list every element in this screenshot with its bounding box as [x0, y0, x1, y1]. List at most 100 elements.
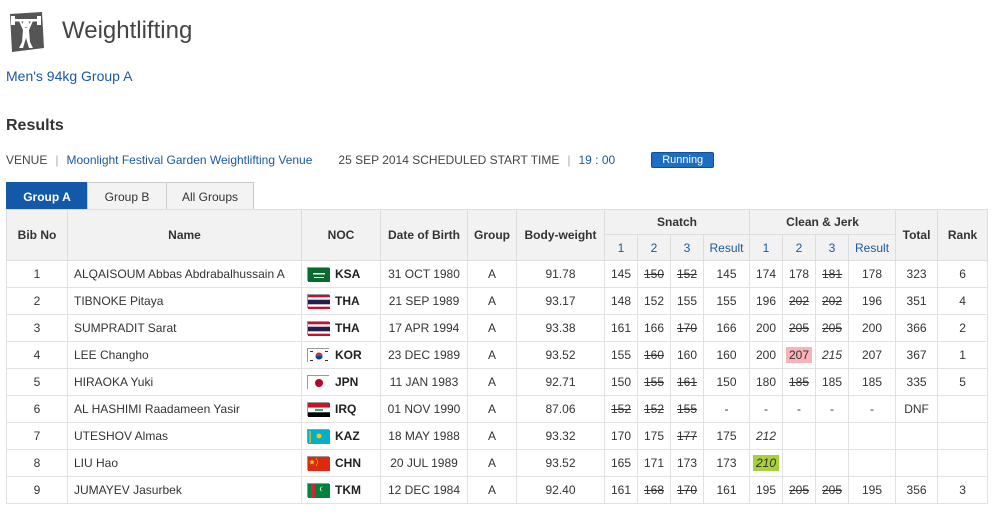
noc-code: IRQ — [335, 402, 357, 416]
failed-attempt: 152 — [643, 402, 665, 416]
rank-cell: 4 — [937, 287, 989, 315]
col-cj-3: 3 — [815, 234, 850, 261]
bib-cell: 1 — [6, 260, 68, 288]
failed-attempt: 160 — [643, 348, 665, 362]
noc-code: KSA — [335, 267, 361, 281]
snatch-result: 175 — [702, 422, 751, 450]
snatch-result: 145 — [702, 260, 751, 288]
event-link[interactable]: Men's 94kg Group A — [6, 68, 133, 84]
attempt-cell: 212 — [749, 422, 784, 450]
attempt-cell — [782, 449, 817, 477]
total-cell — [895, 422, 939, 450]
attempt-cell: 152 — [637, 395, 671, 423]
failed-attempt: 205 — [789, 321, 810, 335]
attempt-cell: 205 — [782, 314, 817, 342]
noc-cell: KAZ — [301, 422, 381, 450]
athlete-name[interactable]: HIRAOKA Yuki — [67, 368, 302, 396]
athlete-name[interactable]: JUMAYEV Jasurbek — [67, 476, 302, 504]
snatch-result: 150 — [702, 368, 751, 396]
page-header: Weightlifting — [6, 8, 192, 54]
attempt-cell: 175 — [637, 422, 671, 450]
bib-cell: 6 — [6, 395, 68, 423]
attempt-cell: 196 — [749, 287, 784, 315]
col-snatch: Snatch — [603, 209, 751, 235]
col-cj-1: 1 — [749, 234, 784, 261]
table-row: 8 LIU Hao CHN 20 JUL 1989 A 93.52 165 171… — [6, 449, 989, 477]
bodyweight-cell: 93.32 — [516, 422, 605, 450]
attempt-cell — [782, 422, 817, 450]
col-total: Total — [895, 209, 939, 261]
attempt-cell: 173 — [670, 449, 704, 477]
col-snatch-2: 2 — [637, 234, 671, 261]
rank-cell: 6 — [937, 260, 989, 288]
dob-cell: 18 MAY 1988 — [380, 422, 468, 450]
total-cell: 323 — [895, 260, 939, 288]
venue-label: VENUE — [6, 153, 48, 167]
attempt-cell: 170 — [670, 476, 704, 504]
total-cell: 351 — [895, 287, 939, 315]
athlete-name[interactable]: TIBNOKE Pitaya — [67, 287, 302, 315]
failed-attempt: 150 — [643, 267, 665, 281]
attempt-cell: 207 — [782, 341, 817, 369]
athlete-name[interactable]: LEE Changho — [67, 341, 302, 369]
attempt-cell — [815, 449, 850, 477]
table-row: 1 ALQAISOUM Abbas Abdrabalhussain A KSA … — [6, 260, 989, 288]
attempt-cell: 168 — [637, 476, 671, 504]
attempt-value: 160 — [676, 348, 698, 362]
attempt-value: 185 — [822, 375, 843, 389]
cj-result: 207 — [848, 341, 897, 369]
cj-result: 196 — [848, 287, 897, 315]
athlete-name[interactable]: LIU Hao — [67, 449, 302, 477]
noc-cell: IRQ — [301, 395, 381, 423]
flag-tkm-icon — [307, 483, 330, 498]
attempt-cell: 170 — [604, 422, 638, 450]
tab-group-b[interactable]: Group B — [87, 182, 167, 210]
flag-tha-icon — [307, 294, 330, 309]
group-tabs: Group A Group B All Groups — [6, 182, 254, 210]
page-title: Weightlifting — [62, 17, 193, 44]
attempt-value: 148 — [610, 294, 632, 308]
flag-kor-icon — [307, 348, 330, 363]
attempt-cell: 210 — [749, 449, 784, 477]
tab-group-a[interactable]: Group A — [6, 182, 88, 210]
group-cell: A — [467, 314, 517, 342]
athlete-name[interactable]: SUMPRADIT Sarat — [67, 314, 302, 342]
attempt-cell: 148 — [604, 287, 638, 315]
attempt-cell: 185 — [782, 368, 817, 396]
pending-attempt: 212 — [756, 429, 777, 443]
attempt-value: - — [830, 402, 835, 416]
attempt-cell: 171 — [637, 449, 671, 477]
tab-all-groups[interactable]: All Groups — [166, 182, 254, 210]
rank-cell — [937, 422, 989, 450]
attempt-cell: 170 — [670, 314, 704, 342]
attempt-value: 155 — [610, 348, 632, 362]
athlete-name[interactable]: ALQAISOUM Abbas Abdrabalhussain A — [67, 260, 302, 288]
rank-cell: 1 — [937, 341, 989, 369]
attempt-value: 174 — [756, 267, 777, 281]
group-cell: A — [467, 476, 517, 504]
bodyweight-cell: 93.52 — [516, 341, 605, 369]
attempt-cell — [815, 422, 850, 450]
noc-cell: CHN — [301, 449, 381, 477]
attempt-value: 175 — [643, 429, 665, 443]
col-bodyweight: Body-weight — [516, 209, 605, 261]
attempt-cell: 166 — [637, 314, 671, 342]
attempt-value: 145 — [610, 267, 632, 281]
attempt-cell: 150 — [604, 368, 638, 396]
athlete-name[interactable]: AL HASHIMI Raadameen Yasir — [67, 395, 302, 423]
group-cell: A — [467, 287, 517, 315]
attempt-value: - — [797, 402, 802, 416]
failed-attempt: 170 — [676, 483, 698, 497]
athlete-name[interactable]: UTESHOV Almas — [67, 422, 302, 450]
noc-cell: JPN — [301, 368, 381, 396]
attempt-cell: 155 — [604, 341, 638, 369]
attempt-cell: 160 — [670, 341, 704, 369]
flag-jpn-icon — [307, 375, 330, 390]
attempt-cell: 150 — [637, 260, 671, 288]
flag-chn-icon — [307, 456, 330, 471]
venue-link[interactable]: Moonlight Festival Garden Weightlifting … — [66, 153, 313, 167]
cj-result: 195 — [848, 476, 897, 504]
venue-info: VENUE | Moonlight Festival Garden Weight… — [6, 151, 715, 169]
attempt-value: 155 — [676, 294, 698, 308]
attempt-cell: 161 — [604, 476, 638, 504]
